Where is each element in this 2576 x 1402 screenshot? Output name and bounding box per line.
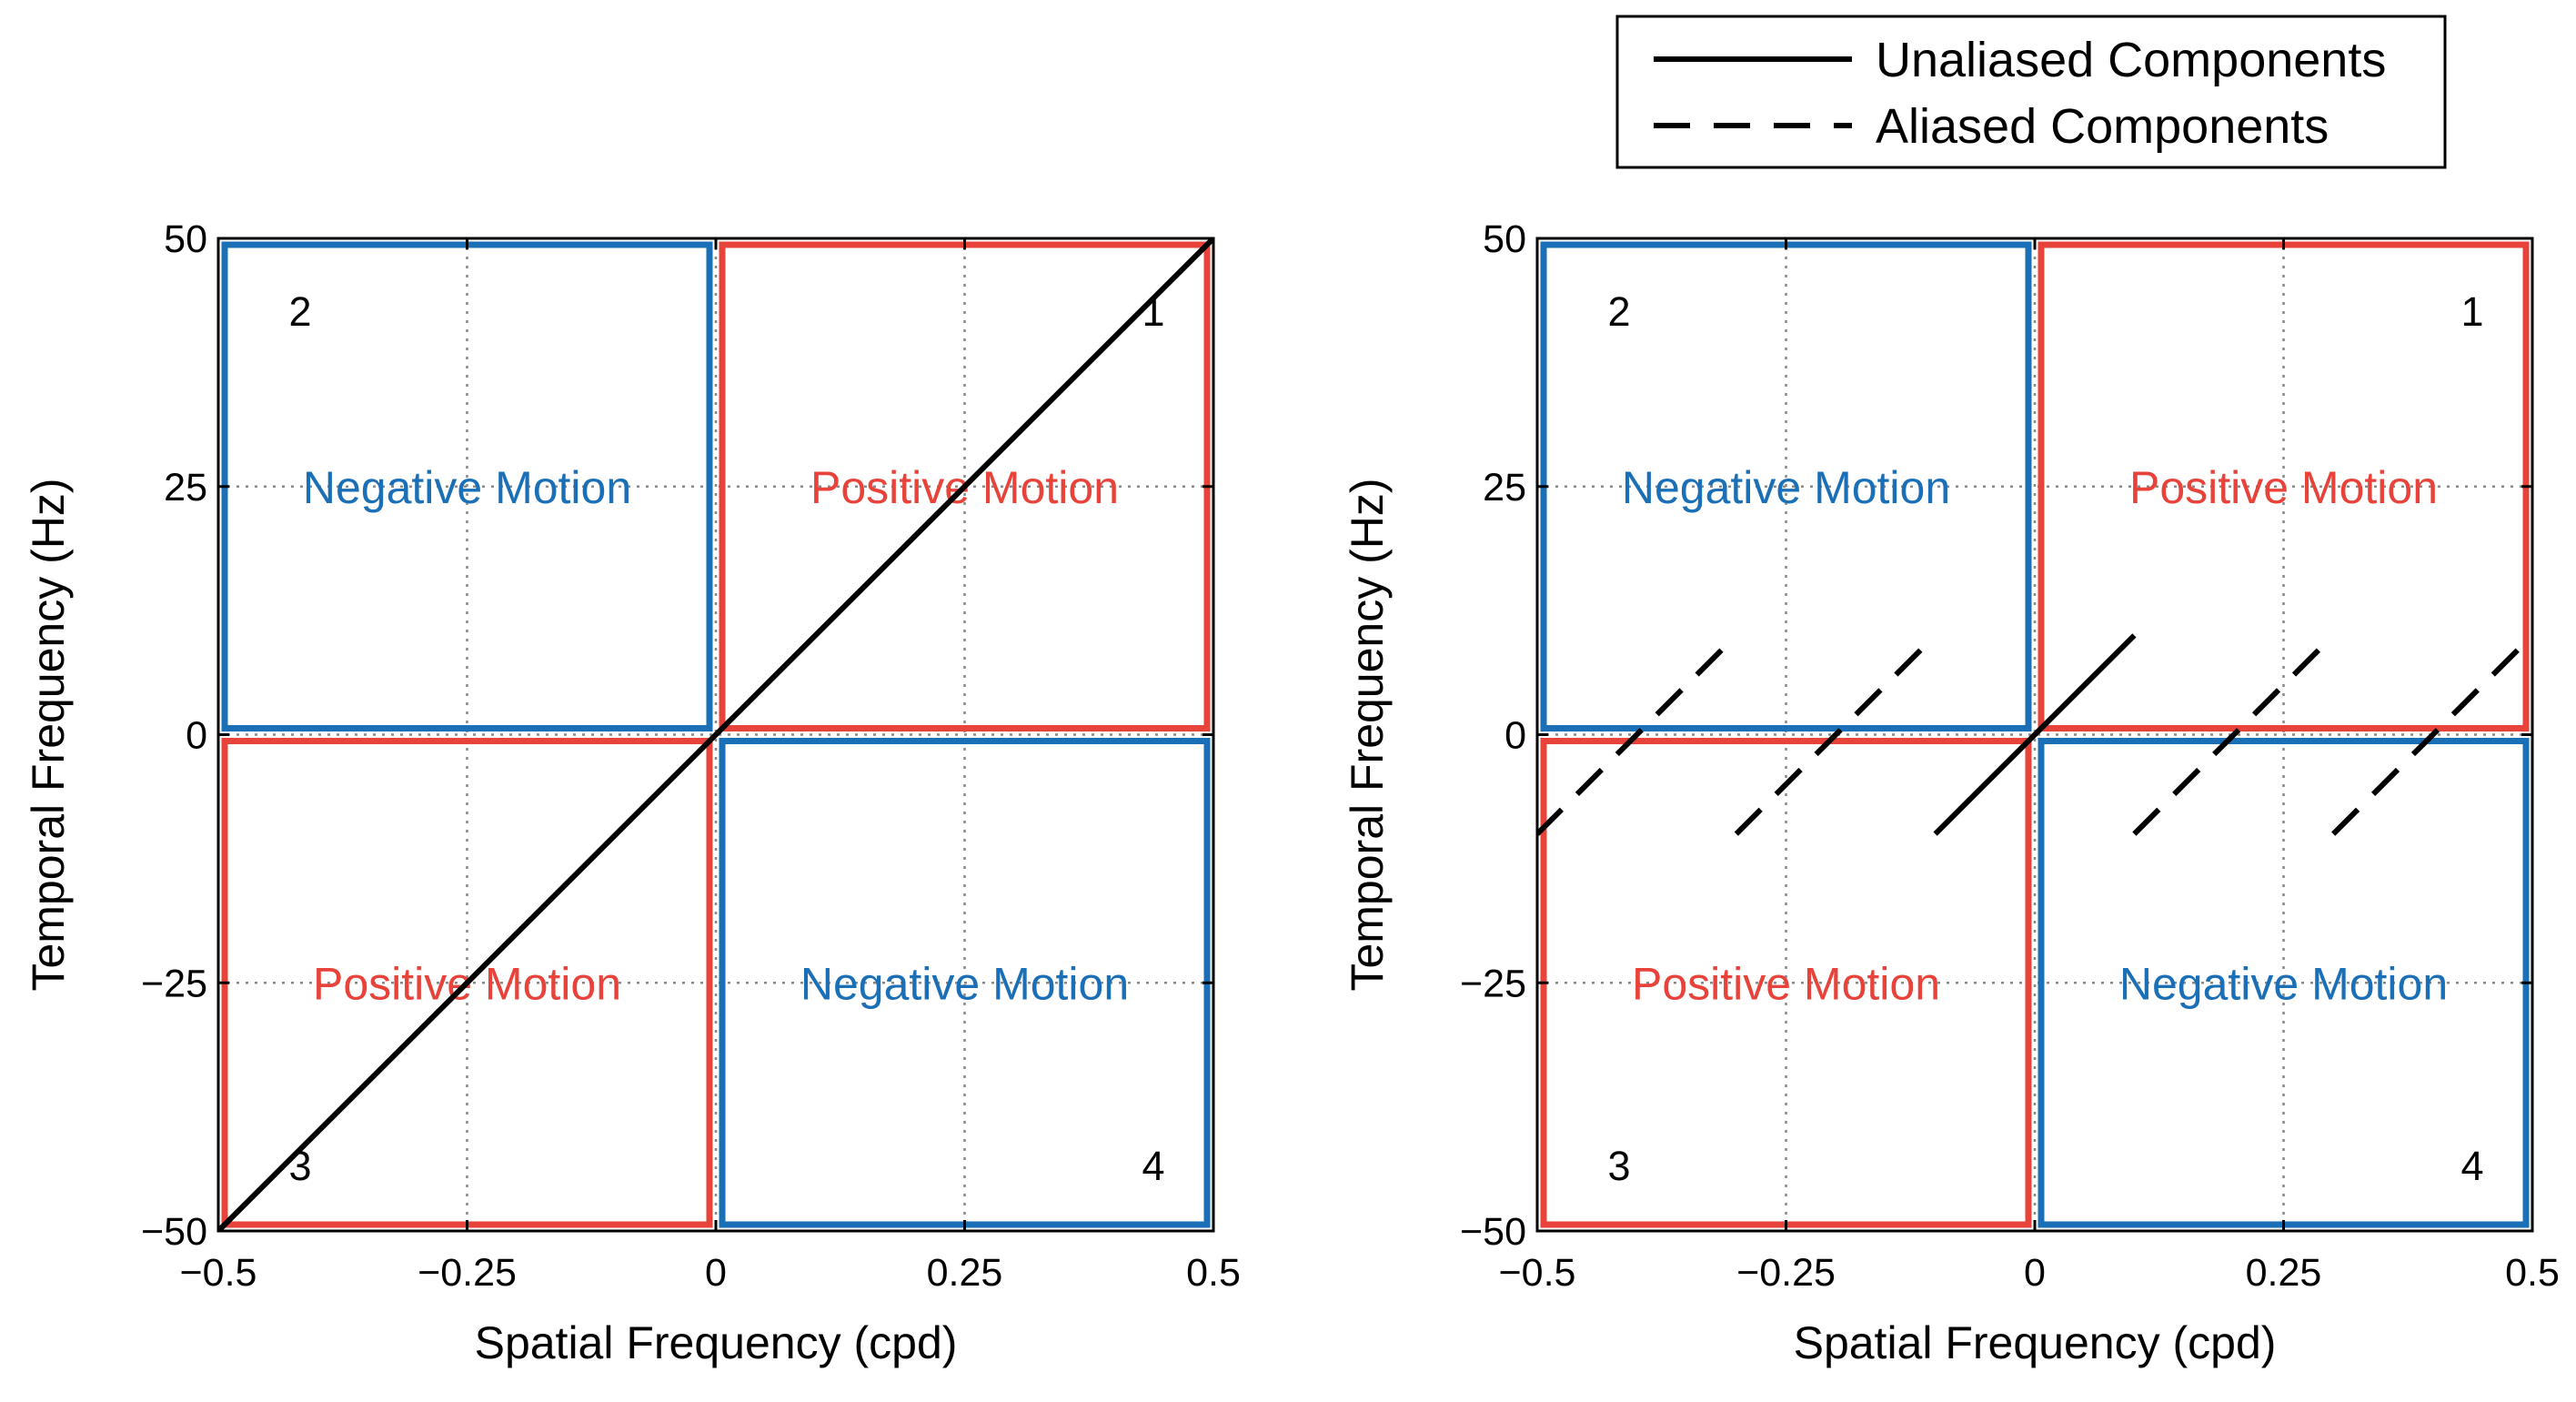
left-x-tick-label-2: 0 bbox=[705, 1251, 727, 1295]
left-x-tick-label-0: −0.5 bbox=[180, 1251, 257, 1295]
left-x-tick-label-1: −0.25 bbox=[418, 1251, 517, 1295]
left-quadrant-4-number: 4 bbox=[1142, 1143, 1164, 1189]
right-x-tick-label-2: 0 bbox=[2024, 1251, 2046, 1295]
left-series-0-unaliased bbox=[218, 238, 1213, 1231]
right-chart-marks: Positive Motion 1 Negative Motion 2 Positive… bbox=[1460, 217, 2560, 1295]
right-series-0-unaliased bbox=[1933, 633, 2137, 836]
right-series-3-aliased bbox=[2132, 633, 2336, 836]
left-x-axis-label: Spatial Frequency (cpd) bbox=[475, 1317, 958, 1368]
left-quadrant-2-number: 2 bbox=[288, 288, 311, 335]
right-x-axis-label: Spatial Frequency (cpd) bbox=[1794, 1317, 2277, 1368]
right-quadrant-2-number: 2 bbox=[1607, 288, 1630, 335]
legend-aliased-label: Aliased Components bbox=[1876, 99, 2329, 154]
left-quadrant-4-label: Negative Motion bbox=[800, 958, 1129, 1009]
right-quadrant-1-label: Positive Motion bbox=[2129, 462, 2438, 513]
right-y-tick-label-1: −25 bbox=[1460, 962, 1526, 1005]
left-x-tick-label-4: 0.5 bbox=[1186, 1251, 1241, 1295]
left-y-tick-label-3: 25 bbox=[164, 466, 207, 509]
right-y-tick-label-0: −50 bbox=[1460, 1210, 1526, 1254]
right-x-tick-label-4: 0.5 bbox=[2505, 1251, 2560, 1295]
right-quadrant-4-number: 4 bbox=[2460, 1143, 2483, 1189]
left-y-tick-label-2: 0 bbox=[186, 714, 207, 758]
right-quadrant-3-label: Positive Motion bbox=[1632, 958, 1940, 1009]
right-x-tick-label-3: 0.25 bbox=[2246, 1251, 2322, 1295]
right-series-group bbox=[1537, 633, 2532, 836]
right-y-tick-label-2: 0 bbox=[1504, 714, 1526, 758]
right-quadrant-2-label: Negative Motion bbox=[1622, 462, 1950, 513]
right-chart: Positive Motion 1 Negative Motion 2 Positive… bbox=[1342, 217, 2560, 1368]
right-quadrant-1-number: 1 bbox=[2460, 288, 2483, 335]
right-y-axis-label: Temporal Frequency (Hz) bbox=[1342, 478, 1393, 991]
legend-box bbox=[1615, 15, 2447, 169]
left-y-tick-label-0: −50 bbox=[141, 1210, 207, 1254]
left-quadrant-2-label: Negative Motion bbox=[303, 462, 631, 513]
right-x-tick-label-0: −0.5 bbox=[1499, 1251, 1576, 1295]
right-quadrant-4-label: Negative Motion bbox=[2119, 958, 2448, 1009]
left-y-axis-label: Temporal Frequency (Hz) bbox=[23, 478, 74, 991]
right-series-4-aliased bbox=[2331, 633, 2532, 836]
legend: Unaliased Components Aliased Components bbox=[1615, 15, 2447, 169]
left-series-group bbox=[218, 238, 1213, 1231]
left-y-tick-label-4: 50 bbox=[164, 217, 207, 261]
left-x-tick-label-3: 0.25 bbox=[927, 1251, 1003, 1295]
legend-unaliased-label: Unaliased Components bbox=[1876, 33, 2386, 87]
right-quadrant-3-number: 3 bbox=[1607, 1143, 1630, 1189]
right-y-tick-label-3: 25 bbox=[1483, 466, 1526, 509]
right-x-tick-label-1: −0.25 bbox=[1736, 1251, 1836, 1295]
right-series-2-aliased bbox=[1734, 633, 1937, 836]
right-series-1-aliased bbox=[1537, 633, 1738, 836]
right-y-tick-label-4: 50 bbox=[1483, 217, 1526, 261]
left-y-tick-label-1: −25 bbox=[141, 962, 207, 1005]
